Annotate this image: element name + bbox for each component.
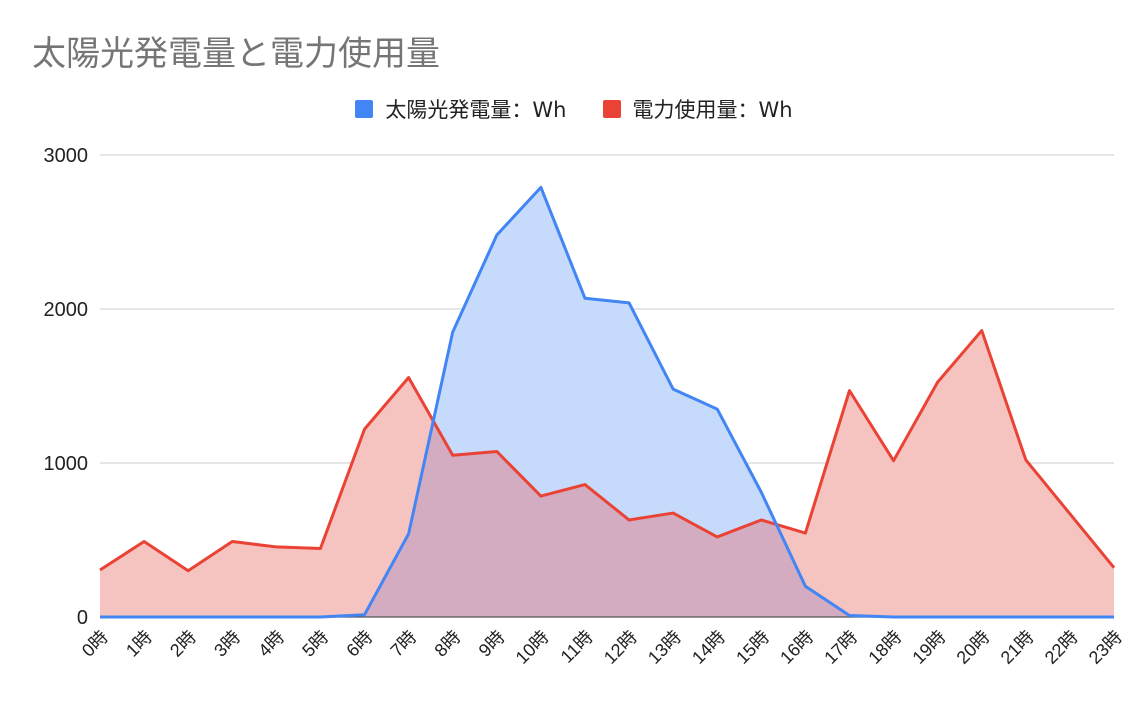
x-tick-label-13: 13時 (644, 627, 685, 668)
y-tick-label-2000: 2000 (44, 299, 89, 321)
x-tick-label-7: 7時 (387, 627, 421, 661)
x-tick-label-22: 22時 (1041, 627, 1082, 668)
x-tick-label-3: 3時 (210, 627, 244, 661)
x-tick-label-8: 8時 (431, 627, 465, 661)
line-solar (100, 185, 1114, 619)
area-overlap (100, 421, 1114, 617)
x-tick-label-4: 4時 (254, 627, 288, 661)
x-tick-label-0: 0時 (78, 627, 112, 661)
legend-label-solar: 太陽光発電量：Wh (385, 98, 567, 122)
x-tick-label-14: 14時 (688, 627, 729, 668)
x-tick-label-16: 16時 (776, 627, 817, 668)
x-tick-label-12: 12時 (600, 627, 641, 668)
legend: 太陽光発電量：Wh 電力使用量：Wh (0, 94, 1148, 124)
chart-title: 太陽光発電量と電力使用量 (32, 34, 440, 74)
x-tick-label-23: 23時 (1085, 627, 1126, 668)
legend-label-usage: 電力使用量：Wh (632, 98, 793, 122)
x-tick-label-9: 9時 (475, 627, 509, 661)
x-tick-label-6: 6時 (342, 627, 376, 661)
y-tick-label-0: 0 (77, 607, 88, 629)
area-solar (100, 187, 1114, 617)
area-usage (100, 330, 1114, 617)
x-tick-label-10: 10時 (512, 627, 553, 668)
legend-item-usage[interactable]: 電力使用量：Wh (602, 94, 793, 124)
x-tick-label-19: 19時 (908, 627, 949, 668)
line-usage (99, 329, 1116, 573)
x-tick-label-11: 11時 (557, 627, 597, 667)
x-tick-label-21: 21時 (997, 627, 1038, 668)
x-tick-label-15: 15時 (732, 627, 773, 668)
x-tick-label-20: 20時 (953, 627, 994, 668)
y-tick-label-3000: 3000 (44, 145, 89, 167)
legend-swatch-solar (355, 100, 374, 118)
y-tick-label-1000: 1000 (44, 453, 89, 475)
legend-item-solar[interactable]: 太陽光発電量：Wh (355, 94, 567, 124)
legend-swatch-usage (602, 100, 621, 118)
x-tick-label-18: 18時 (864, 627, 905, 668)
x-tick-label-5: 5時 (298, 627, 332, 661)
x-tick-label-1: 1時 (122, 627, 156, 661)
x-tick-label-2: 2時 (166, 627, 200, 661)
x-tick-label-17: 17時 (820, 627, 861, 668)
